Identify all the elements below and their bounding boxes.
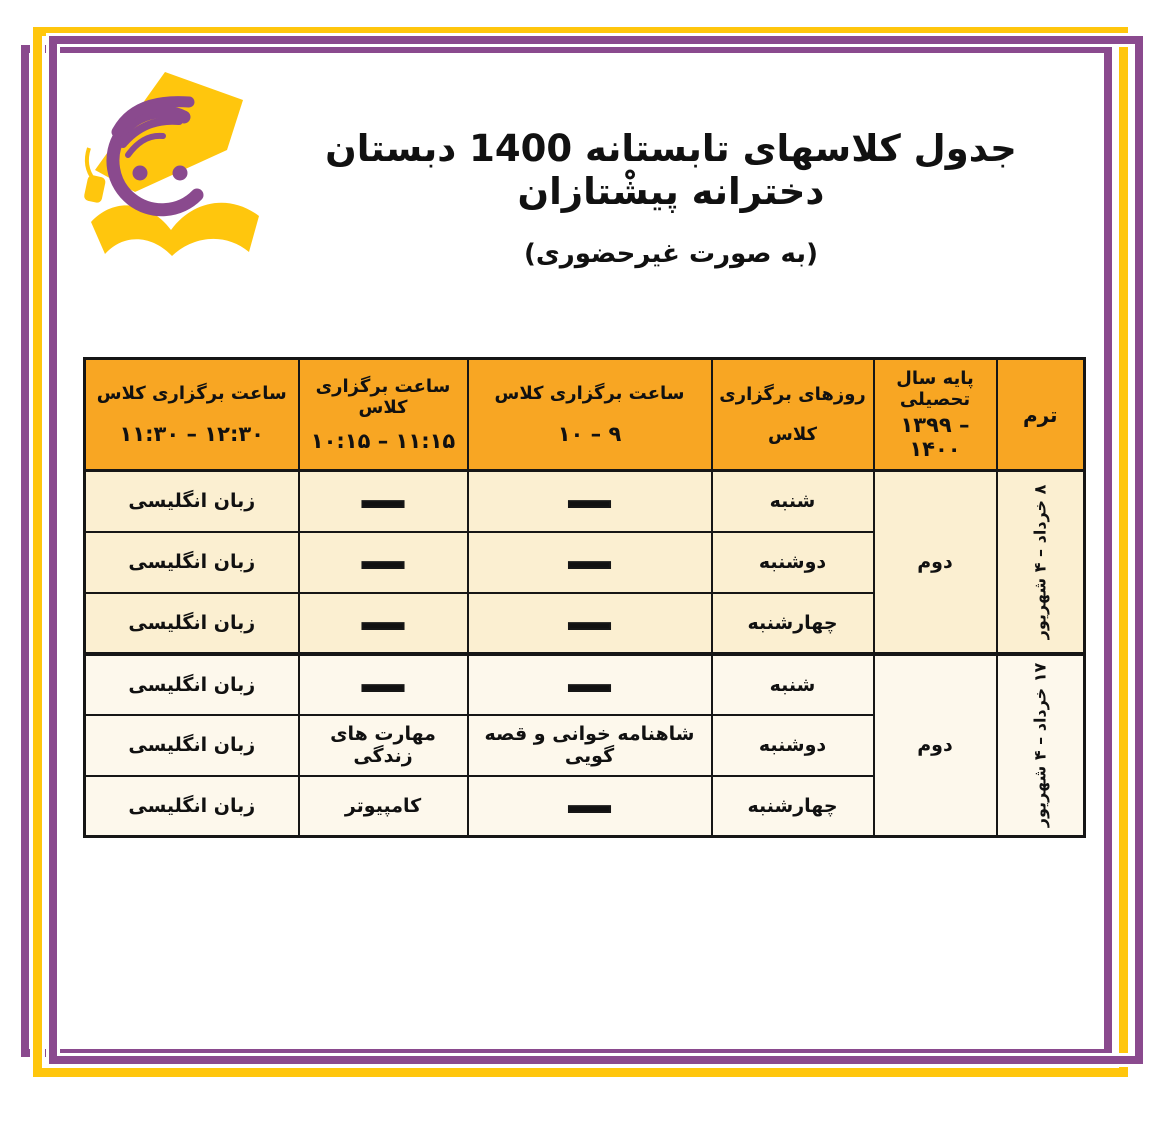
header-days: روزهای برگزاری کلاس	[710, 357, 875, 472]
header-time-1015-1115: ساعت برگزاری کلاس ۱۰:۱۵ – ۱۱:۱۵	[297, 357, 469, 472]
day-cell: چهارشنبه	[710, 591, 875, 655]
term-period-cell: ۸ خرداد – ۴ شهریور	[995, 469, 1086, 655]
grade-cell: دوم	[872, 651, 998, 838]
subject-cell: زبان انگلیسی	[83, 774, 300, 838]
subject-cell: مهارت های زندگی	[297, 713, 469, 777]
subject-cell: —	[466, 591, 713, 655]
title-block: جدول کلاسهای تابستانه 1400 دبستان دختران…	[285, 127, 1057, 270]
subject-cell: زبان انگلیسی	[83, 469, 300, 533]
subject-cell: —	[466, 530, 713, 594]
table-row: چهارشنبه — — زبان انگلیسی	[83, 591, 1085, 655]
day-cell: چهارشنبه	[710, 774, 875, 838]
right-eye-dot	[172, 165, 188, 181]
subject-cell: زبان انگلیسی	[83, 713, 300, 777]
day-cell: دوشنبه	[710, 713, 875, 777]
header-term: ترم	[995, 357, 1086, 472]
graduation-cap-shape	[84, 72, 243, 203]
page-subtitle: (به صورت غیرحضوری)	[524, 239, 818, 270]
subject-cell: —	[297, 469, 469, 533]
subject-cell: —	[466, 774, 713, 838]
table-row: دوشنبه — — زبان انگلیسی	[83, 530, 1085, 594]
subject-cell: کامپیوتر	[297, 774, 469, 838]
table-row: دوشنبه شاهنامه خوانی و قصه گویی مهارت ها…	[83, 713, 1085, 777]
header-time-1130-1230: ساعت برگزاری کلاس ۱۱:۳۰ – ۱۲:۳۰	[83, 357, 300, 472]
subject-cell: زبان انگلیسی	[83, 651, 300, 716]
day-cell: دوشنبه	[710, 530, 875, 594]
schedule-table: ترم پایه سال تحصیلی ۱۳۹۹ – ۱۴۰۰ روزهای ب…	[83, 357, 1086, 838]
subject-cell: —	[466, 651, 713, 716]
subject-cell: زبان انگلیسی	[83, 591, 300, 655]
header-time-9-10: ساعت برگزاری کلاس ۱۰ – ۹	[466, 357, 713, 472]
header-row: ترم پایه سال تحصیلی ۱۳۹۹ – ۱۴۰۰ روزهای ب…	[83, 357, 1086, 472]
left-eye-dot	[132, 165, 148, 181]
subject-cell: —	[297, 651, 469, 716]
table-row: ۱۷ خرداد – ۴ شهریور دوم شنبه — — زبان ان…	[83, 651, 1086, 838]
smiley-face-shape	[106, 96, 204, 217]
subject-cell: —	[297, 591, 469, 655]
page-title: جدول کلاسهای تابستانه 1400 دبستان دختران…	[325, 127, 1018, 213]
day-cell: شنبه	[710, 651, 875, 716]
table-row: چهارشنبه — کامپیوتر زبان انگلیسی	[83, 774, 1085, 838]
table-row: ۸ خرداد – ۴ شهریور دوم شنبه — — زبان انگ…	[83, 469, 1086, 655]
open-book-shape	[91, 202, 259, 256]
subject-cell: شاهنامه خوانی و قصه گویی	[466, 713, 713, 777]
subject-cell: زبان انگلیسی	[83, 530, 300, 594]
subject-cell: —	[297, 530, 469, 594]
schedule-table-wrap: ترم پایه سال تحصیلی ۱۳۹۹ – ۱۴۰۰ روزهای ب…	[83, 357, 1086, 838]
day-cell: شنبه	[710, 469, 875, 533]
term-period-cell: ۱۷ خرداد – ۴ شهریور	[995, 651, 1086, 838]
header-grade-year: پایه سال تحصیلی ۱۳۹۹ – ۱۴۰۰	[872, 357, 998, 472]
grade-cell: دوم	[872, 469, 998, 655]
subject-cell: —	[466, 469, 713, 533]
school-logo-icon	[84, 72, 259, 256]
